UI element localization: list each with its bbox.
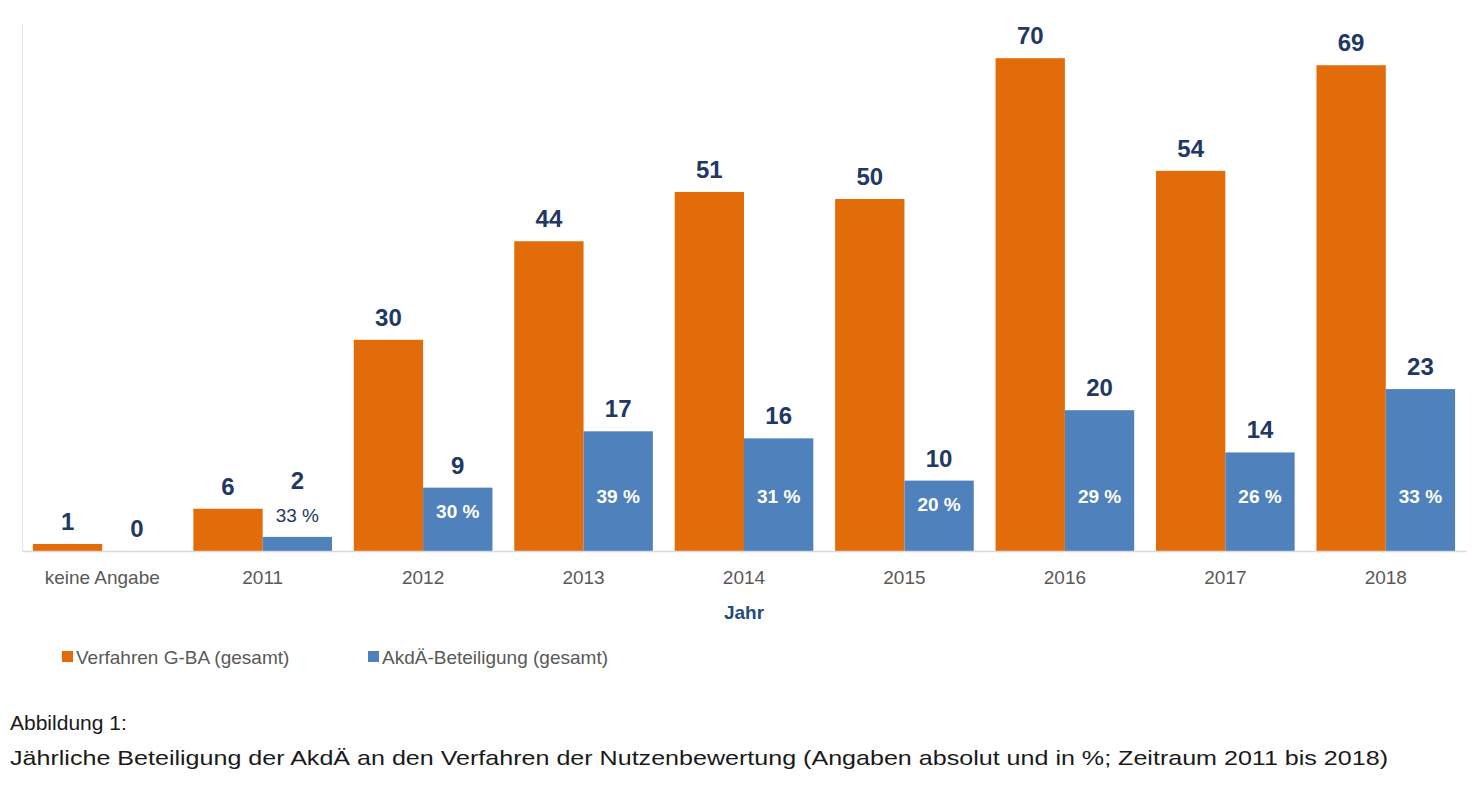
x-tick: keine Angabe — [45, 551, 160, 588]
bar — [835, 199, 904, 551]
x-tick-label: 2013 — [562, 567, 604, 588]
bar — [1225, 452, 1294, 551]
x-tick: 2018 — [1365, 551, 1407, 588]
value-label: 10 — [926, 445, 953, 472]
value-label: 54 — [1177, 135, 1204, 162]
value-label: 6 — [221, 473, 234, 500]
bar — [904, 481, 973, 551]
percent-label: 30 % — [436, 501, 479, 522]
x-tick-label: 2012 — [402, 567, 444, 588]
value-label: 70 — [1017, 22, 1044, 49]
value-label: 16 — [765, 402, 792, 429]
bar — [514, 241, 583, 551]
value-label: 9 — [451, 452, 464, 479]
y-axis-line — [22, 24, 23, 552]
bar — [33, 544, 102, 551]
bar — [263, 537, 332, 551]
x-tick: 2016 — [1044, 551, 1086, 588]
bar — [1316, 65, 1385, 551]
x-axis-title: Jahr — [724, 602, 765, 623]
percent-label: 20 % — [917, 494, 960, 515]
value-label: 50 — [856, 163, 883, 190]
y-axis — [22, 24, 23, 552]
value-label: 20 — [1086, 374, 1113, 401]
legend-label: Verfahren G-BA (gesamt) — [76, 647, 289, 668]
value-label: 0 — [130, 515, 143, 542]
x-tick-label: 2018 — [1365, 567, 1407, 588]
legend-swatch — [368, 651, 379, 662]
percent-label: 33 % — [276, 505, 319, 526]
bar — [1156, 171, 1225, 551]
bars — [33, 58, 1455, 551]
caption-title: Abbildung 1: — [10, 711, 127, 734]
bar — [996, 58, 1065, 551]
value-label: 2 — [291, 467, 304, 494]
x-tick: 2017 — [1204, 551, 1246, 588]
data-labels: 1630445150705469033 %230 %939 %1731 %162… — [61, 22, 1442, 542]
bar — [675, 192, 744, 551]
x-tick-label: 2017 — [1204, 567, 1246, 588]
value-label: 17 — [605, 395, 632, 422]
x-tick-label: 2015 — [883, 567, 925, 588]
bar — [1065, 410, 1134, 551]
value-label: 51 — [696, 156, 723, 183]
value-label: 44 — [536, 205, 563, 232]
x-tick: 2011 — [242, 551, 283, 588]
value-label: 30 — [375, 304, 402, 331]
value-label: 1 — [61, 508, 74, 535]
x-tick-label: keine Angabe — [45, 567, 160, 588]
x-axis-line — [23, 551, 1467, 553]
legend-label: AkdÄ-Beteiligung (gesamt) — [382, 647, 608, 668]
x-tick: 2012 — [402, 551, 444, 588]
x-tick: 2014 — [723, 551, 766, 588]
percent-label: 26 % — [1238, 486, 1281, 507]
value-label: 69 — [1338, 29, 1365, 56]
percent-label: 31 % — [757, 486, 800, 507]
x-tick-label: 2014 — [723, 567, 766, 588]
percent-label: 33 % — [1399, 486, 1442, 507]
bar — [584, 431, 653, 551]
bar — [423, 488, 492, 551]
legend: Verfahren G-BA (gesamt) AkdÄ-Beteiligung … — [62, 647, 608, 668]
bar — [744, 438, 813, 551]
value-label: 14 — [1247, 416, 1274, 443]
bar — [1386, 389, 1455, 551]
x-tick-label: 2016 — [1044, 567, 1086, 588]
percent-label: 29 % — [1078, 486, 1121, 507]
x-tick-label: 2011 — [242, 567, 283, 588]
legend-swatch — [62, 651, 73, 662]
chart: keine Angabe2011201220132014201520162017… — [0, 0, 1474, 796]
bar — [354, 340, 423, 551]
bar — [193, 509, 262, 551]
percent-label: 39 % — [597, 486, 640, 507]
x-tick: 2013 — [562, 551, 604, 588]
x-tick: 2015 — [883, 551, 925, 588]
x-axis: keine Angabe 2011 2012 2013 2014 2015 2016 2017… — [23, 551, 1467, 588]
value-label: 23 — [1407, 353, 1434, 380]
caption-subtitle: Jährliche Beteiligung der AkdÄ an den Ve… — [10, 746, 1388, 769]
